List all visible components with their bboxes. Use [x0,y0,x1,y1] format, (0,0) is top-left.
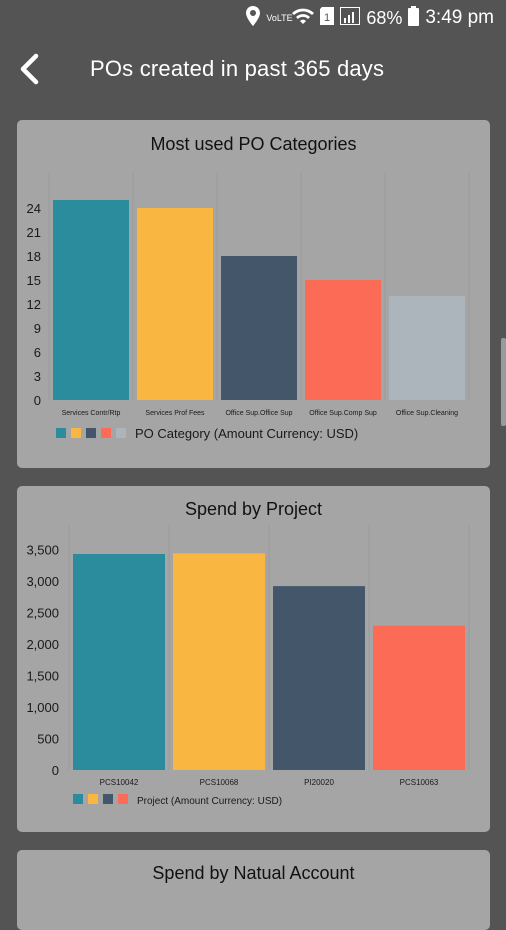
y-tick-label: 2,500 [26,606,59,621]
legend-swatch [118,794,128,804]
chart-title: Spend by Natual Account [152,863,355,883]
y-tick-label: 3,000 [26,574,59,589]
wifi-icon [292,7,315,30]
bar-1 [73,554,165,770]
y-tick-label: 3,500 [26,543,59,558]
spend-by-project-bar-chart: 0 500 1,000 1,500 2,000 2,500 3,000 3,500 PCS100… [26,525,470,807]
volte-icon: VoLTE [266,13,292,23]
y-tick-label: 24 [27,201,41,216]
bar-2 [137,208,213,400]
chart-card-spend-by-account: Spend by Natual Account [17,850,490,930]
y-tick-label: 0 [52,763,59,778]
y-tick-label: 2,000 [26,637,59,652]
svg-text:1: 1 [324,12,330,24]
status-bar: VoLTE 1 68% 3:49 pm [0,0,506,36]
legend-label: Project (Amount Currency: USD) [137,796,282,807]
sim-icon: 1 [320,6,335,30]
legend-swatch [86,428,96,438]
bar-2 [173,553,265,770]
scrollbar[interactable] [501,338,506,426]
x-category-label: Office Sup.Cleaning [396,410,458,417]
legend-label: PO Category (Amount Currency: USD) [135,426,358,441]
y-tick-label: 15 [27,273,41,288]
app-bar: POs created in past 365 days [0,36,506,104]
network-label: VoLTE [266,12,293,23]
chart-card-po-categories: Most used PO Categories 0 3 6 9 12 15 18 21 24 Se… [17,120,490,468]
y-tick-label: 12 [27,297,41,312]
legend-swatch [73,794,83,804]
chart-title: Most used PO Categories [150,134,357,154]
legend-swatch [71,428,81,438]
page-title: POs created in past 365 days [90,56,385,81]
bar-5 [389,296,465,400]
legend-swatch [101,428,111,438]
y-tick-label: 1,000 [26,700,59,715]
y-tick-label: 9 [34,321,41,336]
x-category-label: PCS10068 [200,778,239,787]
back-button[interactable] [14,50,48,88]
chart-title: Spend by Project [184,499,323,519]
y-tick-label: 18 [27,249,41,264]
y-tick-label: 3 [34,369,41,384]
y-tick-label: 500 [37,732,59,747]
legend-swatch [88,794,98,804]
y-tick-label: 1,500 [26,669,59,684]
chart-card-spend-by-project: Spend by Project 0 500 1,000 1,500 2,000 2,50… [17,486,490,832]
x-category-label: Services Contr/Rtp [62,410,121,417]
x-category-label: PCS10063 [400,778,439,787]
signal-icon [339,5,362,30]
x-category-label: PI20020 [304,778,334,787]
po-categories-bar-chart: 0 3 6 9 12 15 18 21 24 Services Contr/Rtp Services… [27,172,470,441]
legend-swatch [56,428,66,438]
y-tick-label: 21 [27,225,41,240]
location-icon [246,5,261,31]
back-arrow-icon [14,53,48,92]
x-category-label: Services Prof Fees [145,410,205,417]
battery-icon [408,5,420,31]
y-tick-label: 6 [34,345,41,360]
battery-percent: 68% [366,7,403,28]
x-category-label: PCS10042 [100,778,139,787]
y-tick-label: 0 [34,393,41,408]
legend-swatch [103,794,113,804]
bar-1 [53,200,129,400]
clock: 3:49 pm [425,7,494,28]
bar-4 [373,625,465,770]
bar-3 [273,586,365,770]
bar-4 [305,280,381,400]
x-category-label: Office Sup.Office Sup [225,410,292,417]
bar-3 [221,256,297,400]
x-category-label: Office Sup.Comp Sup [309,410,377,417]
legend-swatch [116,428,126,438]
